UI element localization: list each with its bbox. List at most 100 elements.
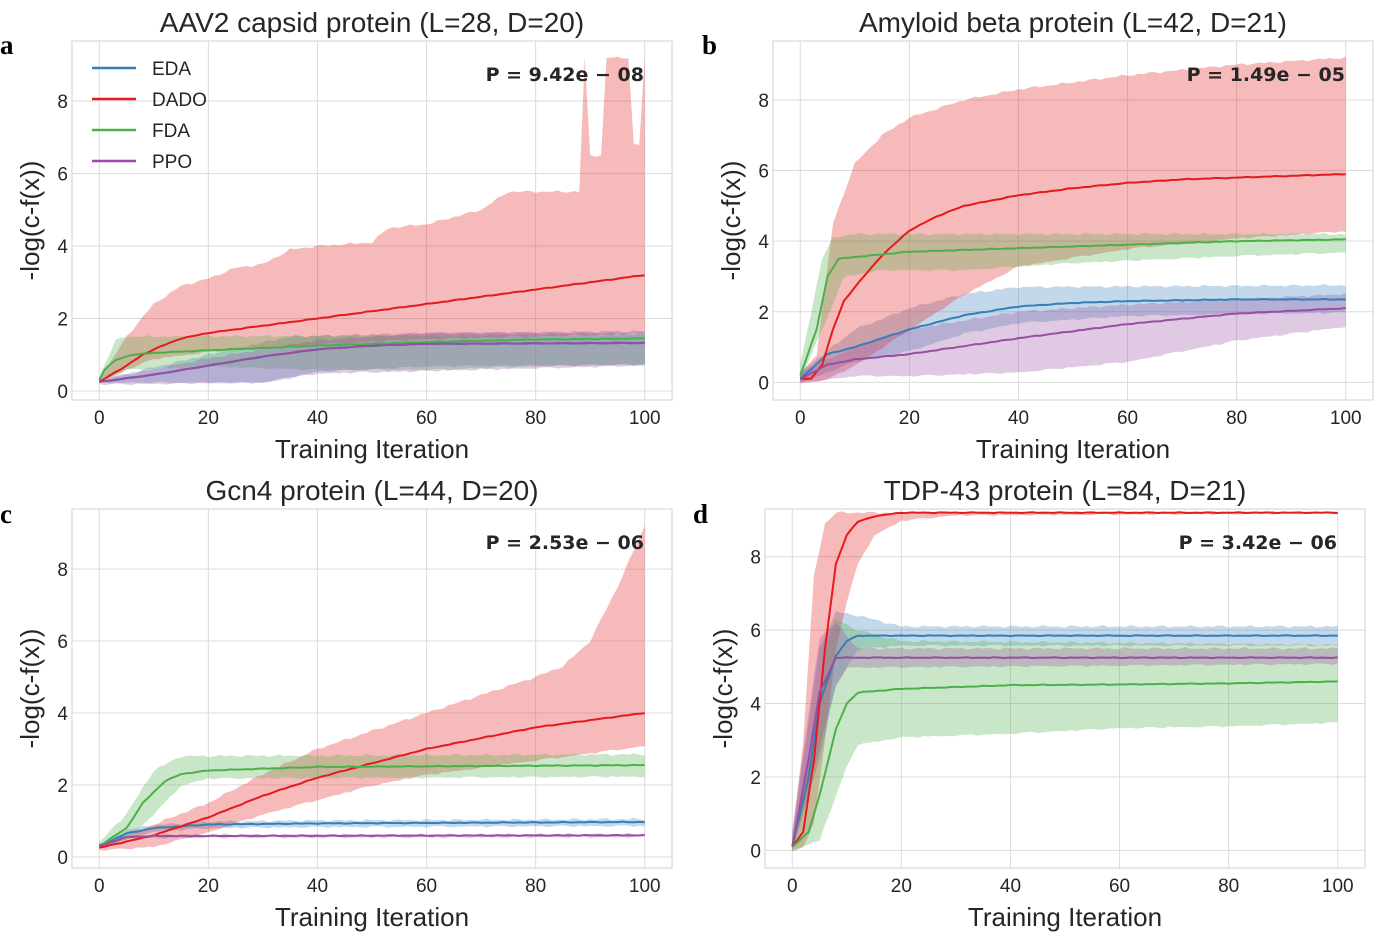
band-dado — [792, 511, 1338, 851]
band-fda — [800, 232, 1346, 379]
x-tick-label: 0 — [94, 876, 105, 897]
y-axis-label: -log(c-f(x)) — [716, 161, 746, 281]
band-eda — [800, 284, 1346, 384]
y-tick-label: 0 — [57, 848, 68, 869]
panel-title: AAV2 capsid protein (L=28, D=20) — [160, 7, 584, 38]
line-eda — [98, 820, 645, 847]
line-ppo — [99, 341, 645, 383]
y-tick-label: 8 — [57, 92, 68, 113]
plot-area — [772, 40, 1374, 401]
y-tick-label: 4 — [57, 237, 68, 258]
y-tick-label: 0 — [758, 373, 769, 394]
y-tick-label: 6 — [57, 632, 68, 653]
x-tick-label: 0 — [795, 408, 806, 429]
band-dado — [99, 525, 645, 851]
x-tick-label: 0 — [94, 408, 105, 429]
x-tick-label: 20 — [198, 408, 219, 429]
band-fda — [99, 753, 645, 848]
x-tick-label: 100 — [629, 876, 661, 897]
panel-b: 0 20 40 60 80 100 0 2 4 6 8 Amyloid beta protein (L… — [702, 7, 1374, 464]
legend: EDA DADO FDA PPO — [92, 59, 207, 173]
y-tick-label: 4 — [57, 704, 68, 725]
legend-label: EDA — [152, 59, 191, 80]
panel-c: 0 20 40 60 80 100 0 2 4 6 8 Gcn4 protein (L=44, D=2… — [0, 475, 673, 932]
band-dado — [800, 56, 1346, 383]
band-eda — [99, 817, 645, 849]
panel-a: 0 20 40 60 80 100 0 2 4 6 8 AAV2 capsid protein (L=… — [0, 7, 673, 464]
panel-label: d — [693, 499, 708, 529]
x-axis-label: Training Iteration — [275, 902, 469, 932]
x-tick-label: 0 — [787, 876, 798, 897]
y-tick-label: 2 — [57, 309, 68, 330]
line-eda — [799, 297, 1346, 380]
line-dado — [99, 712, 645, 849]
line-ppo — [799, 306, 1346, 380]
p-value-annotation: P = 3.42e − 06 — [1179, 532, 1337, 554]
x-tick-label: 60 — [1109, 876, 1130, 897]
p-value-annotation: P = 9.42e − 08 — [486, 64, 644, 86]
x-axis-label: Training Iteration — [968, 902, 1162, 932]
band-ppo — [792, 623, 1338, 852]
line-fda — [799, 238, 1346, 376]
band-eda — [99, 331, 645, 384]
panel-label: a — [0, 30, 14, 60]
line-fda — [98, 763, 645, 847]
x-tick-label: 60 — [416, 876, 437, 897]
x-tick-label: 20 — [899, 408, 920, 429]
line-fda — [98, 337, 645, 381]
x-tick-label: 100 — [1330, 408, 1362, 429]
x-tick-label: 80 — [1218, 876, 1239, 897]
x-tick-label: 40 — [307, 876, 328, 897]
y-tick-label: 4 — [750, 695, 761, 716]
x-tick-label: 40 — [307, 408, 328, 429]
band-fda — [99, 333, 645, 383]
plot-area — [764, 508, 1366, 869]
y-tick-label: 2 — [758, 303, 769, 324]
y-tick-label: 4 — [758, 232, 769, 253]
panel-title: Gcn4 protein (L=44, D=20) — [205, 475, 538, 506]
legend-label: FDA — [152, 121, 190, 142]
y-axis-label: -log(c-f(x)) — [15, 629, 45, 749]
panel-d: 0 20 40 60 80 100 0 2 4 6 8 TDP-43 protein (L=84, D… — [693, 475, 1366, 932]
panel-label: c — [0, 499, 12, 529]
y-tick-label: 8 — [750, 548, 761, 569]
x-tick-label: 20 — [198, 876, 219, 897]
p-value-annotation: P = 2.53e − 06 — [486, 532, 644, 554]
x-tick-label: 100 — [629, 408, 661, 429]
x-tick-label: 40 — [1000, 876, 1021, 897]
x-tick-label: 60 — [1117, 408, 1138, 429]
y-tick-label: 0 — [57, 382, 68, 403]
legend-label: PPO — [152, 152, 192, 173]
line-dado — [800, 173, 1346, 380]
band-fda — [792, 617, 1338, 852]
x-axis-label: Training Iteration — [275, 434, 469, 464]
y-tick-label: 6 — [750, 621, 761, 642]
line-eda — [791, 634, 1338, 847]
x-tick-label: 20 — [891, 876, 912, 897]
y-axis-label: -log(c-f(x)) — [708, 629, 738, 749]
p-value-annotation: P = 1.49e − 05 — [1187, 64, 1345, 86]
line-fda — [791, 680, 1338, 848]
x-tick-label: 60 — [416, 408, 437, 429]
panel-title: TDP-43 protein (L=84, D=21) — [884, 475, 1247, 506]
line-dado — [791, 511, 1338, 848]
panel-label: b — [702, 30, 717, 60]
line-dado — [98, 274, 645, 383]
y-axis-label: -log(c-f(x)) — [15, 161, 45, 281]
x-tick-label: 80 — [1226, 408, 1247, 429]
legend-label: DADO — [152, 90, 207, 111]
y-tick-label: 8 — [758, 91, 769, 112]
y-tick-label: 2 — [57, 776, 68, 797]
line-ppo — [98, 833, 645, 847]
y-tick-label: 6 — [57, 165, 68, 186]
x-tick-label: 40 — [1008, 408, 1029, 429]
line-ppo — [791, 656, 1338, 847]
band-dado — [99, 56, 645, 384]
y-tick-label: 0 — [750, 841, 761, 862]
y-tick-label: 2 — [750, 768, 761, 789]
y-tick-label: 6 — [758, 162, 769, 183]
x-tick-label: 80 — [525, 408, 546, 429]
x-tick-label: 80 — [525, 876, 546, 897]
y-tick-label: 8 — [57, 560, 68, 581]
panel-title: Amyloid beta protein (L=42, D=21) — [859, 7, 1287, 38]
